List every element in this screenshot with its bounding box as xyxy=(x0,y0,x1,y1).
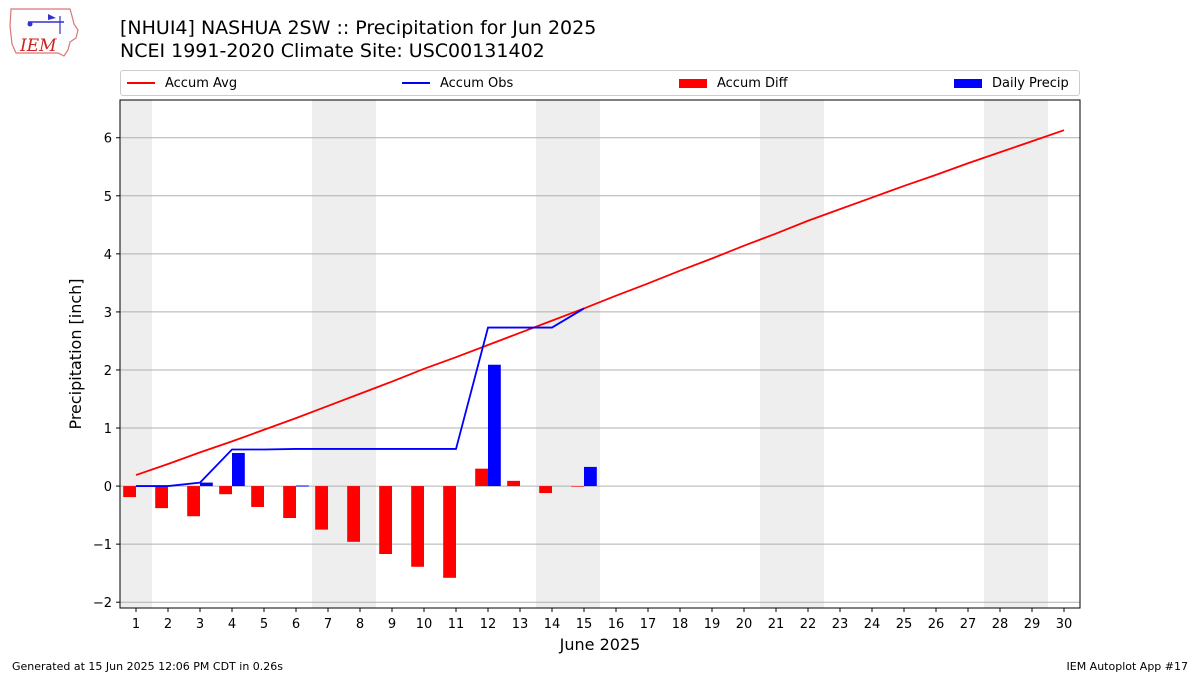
x-tick-label: 26 xyxy=(928,617,945,632)
accum-diff-bar xyxy=(187,486,200,517)
x-tick-label: 20 xyxy=(736,617,753,632)
accum-diff-bar xyxy=(507,480,520,487)
accum-diff-bar xyxy=(123,486,136,498)
y-tick-label: 1 xyxy=(104,422,112,437)
accum-obs-line xyxy=(136,307,585,487)
x-tick-label: 28 xyxy=(992,617,1009,632)
y-tick-label: −2 xyxy=(93,596,112,611)
legend-swatch-accum-obs xyxy=(402,82,430,84)
generated-timestamp: Generated at 15 Jun 2025 12:06 PM CDT in… xyxy=(12,660,284,673)
weekend-band xyxy=(792,100,824,608)
daily-precip-bar xyxy=(584,466,597,487)
autoplot-app-label: IEM Autoplot App #17 xyxy=(1066,660,1189,673)
daily-precip-bar xyxy=(232,452,245,487)
weekend-band xyxy=(760,100,792,608)
logo-text: IEM xyxy=(19,36,57,56)
accum-diff-bar xyxy=(539,486,552,494)
y-tick-label: 6 xyxy=(104,132,112,147)
x-tick-label: 10 xyxy=(416,617,433,632)
x-tick-label: 24 xyxy=(864,617,881,632)
x-tick-label: 23 xyxy=(832,617,849,632)
accum-diff-bar xyxy=(411,486,424,567)
x-axis-label: June 2025 xyxy=(559,635,641,654)
x-tick-label: 7 xyxy=(324,617,332,632)
accum-diff-bar xyxy=(251,486,264,507)
weekend-band xyxy=(120,100,152,608)
legend-label-accum-diff: Accum Diff xyxy=(717,75,788,91)
legend-swatch-accum-diff xyxy=(679,78,707,88)
daily-precip-bar xyxy=(200,482,213,487)
x-tick-label: 11 xyxy=(448,617,465,632)
x-tick-label: 30 xyxy=(1056,617,1073,632)
legend-label-daily-precip: Daily Precip xyxy=(992,75,1069,91)
x-tick-label: 9 xyxy=(388,617,396,632)
y-axis-label: Precipitation [inch] xyxy=(66,278,85,429)
legend-item-accum-diff: Accum Diff xyxy=(679,71,788,95)
x-tick-label: 6 xyxy=(292,617,300,632)
y-tick-label: 3 xyxy=(104,306,112,321)
x-tick-label: 5 xyxy=(260,617,268,632)
weekend-band xyxy=(1016,100,1048,608)
x-tick-label: 2 xyxy=(164,617,172,632)
legend-item-accum-obs: Accum Obs xyxy=(402,71,513,95)
weekend-band xyxy=(312,100,344,608)
accum-diff-bar xyxy=(315,486,328,530)
y-tick-label: 4 xyxy=(104,248,112,263)
plot-frame xyxy=(119,99,1081,609)
x-tick-label: 13 xyxy=(512,617,529,632)
accum-avg-line xyxy=(135,129,1065,476)
daily-precip-bar xyxy=(296,485,309,487)
legend-label-accum-avg: Accum Avg xyxy=(165,75,238,91)
accum-diff-bar xyxy=(347,486,360,542)
x-tick-label: 4 xyxy=(228,617,236,632)
legend-swatch-daily-precip xyxy=(954,78,982,88)
x-tick-label: 19 xyxy=(704,617,721,632)
weekend-band xyxy=(536,100,568,608)
x-tick-label: 29 xyxy=(1024,617,1041,632)
accum-diff-bar xyxy=(571,486,584,487)
chart-subtitle: NCEI 1991-2020 Climate Site: USC00131402 xyxy=(120,40,545,62)
iem-logo: IEM xyxy=(8,6,80,60)
y-tick-label: 2 xyxy=(104,364,112,379)
accum-diff-bar xyxy=(219,486,232,495)
legend-item-accum-avg: Accum Avg xyxy=(127,71,237,95)
legend-item-daily-precip: Daily Precip xyxy=(954,71,1069,95)
accum-diff-bar xyxy=(443,486,456,578)
x-tick-label: 25 xyxy=(896,617,913,632)
accum-diff-bar xyxy=(379,486,392,555)
x-tick-label: 21 xyxy=(768,617,785,632)
x-tick-label: 22 xyxy=(800,617,817,632)
x-tick-label: 17 xyxy=(640,617,657,632)
y-tick-label: 0 xyxy=(104,480,112,495)
accum-diff-bar xyxy=(283,486,296,519)
x-tick-label: 8 xyxy=(356,617,364,632)
x-tick-label: 14 xyxy=(544,617,561,632)
x-tick-label: 27 xyxy=(960,617,977,632)
x-tick-label: 15 xyxy=(576,617,593,632)
chart-title: [NHUI4] NASHUA 2SW :: Precipitation for … xyxy=(120,17,597,39)
x-tick-label: 18 xyxy=(672,617,689,632)
accum-diff-bar xyxy=(155,486,168,509)
x-tick-label: 3 xyxy=(196,617,204,632)
daily-precip-bar xyxy=(488,364,501,487)
chart-legend: Accum Avg Accum Obs Accum Diff Daily Pre… xyxy=(120,70,1080,96)
y-tick-label: 5 xyxy=(104,190,112,205)
x-tick-label: 1 xyxy=(132,617,140,632)
legend-swatch-accum-avg xyxy=(127,82,155,84)
y-tick-label: −1 xyxy=(93,538,112,553)
x-tick-label: 12 xyxy=(480,617,497,632)
weekend-band xyxy=(984,100,1016,608)
x-tick-label: 16 xyxy=(608,617,625,632)
accum-diff-bar xyxy=(475,468,488,487)
weekend-band xyxy=(568,100,600,608)
legend-label-accum-obs: Accum Obs xyxy=(440,75,514,91)
